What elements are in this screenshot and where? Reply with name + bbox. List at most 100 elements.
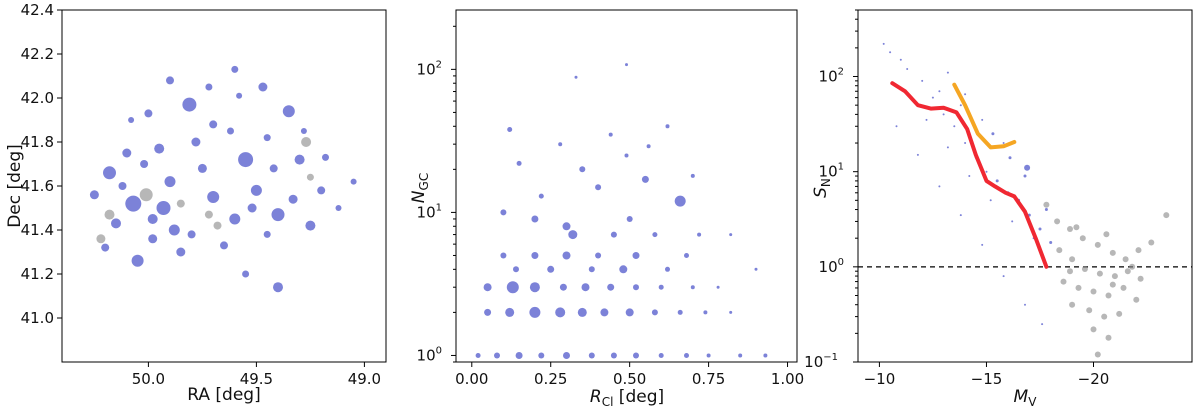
data-point <box>1109 281 1116 288</box>
data-point <box>1008 156 1012 160</box>
data-point <box>322 153 329 161</box>
data-point <box>641 175 649 183</box>
x-tick-label: 50.0 <box>132 370 165 388</box>
x-tick-label: 0.25 <box>534 370 567 388</box>
data-point <box>139 188 153 202</box>
data-point <box>1011 220 1014 223</box>
data-point <box>147 214 158 224</box>
data-point <box>1096 270 1103 277</box>
data-point <box>652 232 658 238</box>
data-point <box>122 148 132 158</box>
data-point <box>505 307 515 317</box>
data-point <box>273 282 283 293</box>
data-point <box>350 178 357 185</box>
y-tick-label: 100 <box>417 345 442 364</box>
panel-ra-dec-xlabel: RA [deg] <box>187 385 260 405</box>
y-tick-label: 42.0 <box>21 89 54 107</box>
data-point <box>104 209 115 220</box>
panel-rcl-ngc-ylabel-symbol: N <box>409 190 429 203</box>
data-point <box>1056 247 1063 254</box>
data-point <box>626 216 633 222</box>
data-point <box>1105 292 1112 299</box>
data-point <box>288 194 298 204</box>
panel-ra-dec-marks <box>89 65 357 293</box>
y-tick-label: 102 <box>819 67 844 86</box>
data-point <box>191 137 201 147</box>
data-point <box>595 252 602 259</box>
panel-rcl-ngc-xlabel-unit: [deg] <box>613 387 664 407</box>
data-point <box>176 247 186 257</box>
data-point <box>1069 301 1076 308</box>
x-tick-label: 0.50 <box>613 370 646 388</box>
data-point <box>1120 284 1127 291</box>
data-point <box>738 353 743 358</box>
data-point <box>271 208 285 222</box>
data-point <box>665 124 670 129</box>
data-point <box>964 142 967 144</box>
data-point <box>574 75 578 79</box>
data-point <box>156 201 171 215</box>
data-point <box>258 82 268 92</box>
x-tick-label: −20 <box>1078 370 1110 388</box>
panel-mv-sn-frame <box>857 9 1193 363</box>
data-point <box>227 127 234 135</box>
data-point <box>282 105 295 118</box>
data-point <box>921 79 924 82</box>
panel-ra-dec-ylabel: Dec [deg] <box>5 144 25 228</box>
data-point <box>236 92 243 99</box>
data-point <box>562 222 571 231</box>
data-point <box>595 184 602 191</box>
data-point <box>1024 303 1026 306</box>
data-point <box>625 63 628 67</box>
data-point <box>475 353 481 358</box>
data-point <box>204 210 213 219</box>
data-point <box>231 65 239 73</box>
data-point <box>187 230 196 239</box>
data-point <box>529 282 540 293</box>
data-point <box>176 199 185 208</box>
data-point <box>600 308 609 317</box>
data-point <box>946 146 949 149</box>
y-tick-label: 101 <box>417 202 442 221</box>
data-point <box>690 285 695 290</box>
data-point <box>294 154 305 165</box>
data-point <box>684 253 689 258</box>
data-point <box>690 173 695 178</box>
data-point <box>335 205 342 211</box>
data-point <box>1124 268 1131 275</box>
data-point <box>555 307 566 318</box>
panel-rcl-ngc-xlabel: RCl [deg] <box>590 387 664 409</box>
data-point <box>269 164 278 173</box>
data-point <box>89 190 99 200</box>
data-point <box>164 176 176 188</box>
data-point <box>506 281 519 294</box>
data-point <box>959 104 962 107</box>
series-line-3 <box>952 82 1017 150</box>
data-point <box>684 353 689 358</box>
data-point <box>220 241 228 250</box>
data-point <box>1094 241 1101 248</box>
data-point <box>538 352 545 359</box>
data-point <box>1043 201 1050 208</box>
data-point <box>103 166 116 180</box>
data-point <box>925 118 928 121</box>
data-point <box>125 195 142 212</box>
data-point <box>531 252 539 259</box>
data-point <box>899 58 902 61</box>
data-point <box>985 170 988 173</box>
data-point <box>242 270 250 278</box>
data-point <box>96 234 106 244</box>
data-point <box>1049 241 1053 244</box>
series-line-2 <box>890 81 1049 269</box>
panel-rcl-ngc-xlabel-sub: Cl <box>602 395 614 409</box>
data-point <box>1163 212 1170 219</box>
data-point <box>1103 231 1110 238</box>
data-point <box>263 134 271 142</box>
data-point <box>633 352 639 359</box>
panel-mv-sn-ylabel-sub: N <box>819 178 833 187</box>
panel-mv-sn-ticks: −10 −15 −20 10−1 100 101 102 <box>804 9 1110 388</box>
y-tick-label: 42.2 <box>21 45 54 63</box>
data-point <box>703 310 708 315</box>
data-point <box>754 267 758 271</box>
data-point <box>607 283 615 291</box>
